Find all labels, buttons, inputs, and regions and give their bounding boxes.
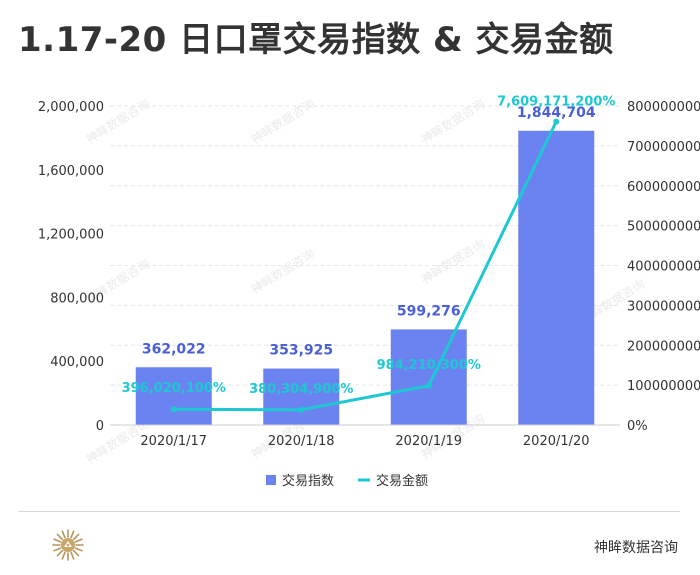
company-logo-icon — [52, 529, 84, 561]
line-data-label: 396,020,100% — [122, 381, 226, 396]
bar-data-label: 1,844,704 — [517, 105, 596, 121]
line-data-label: 984,210,300% — [377, 358, 481, 373]
x-tick-label: 2020/1/18 — [268, 434, 335, 449]
y-left-tick-label: 2,000,000 — [38, 100, 104, 115]
y-left-tick-label: 400,000 — [50, 355, 104, 370]
y-right-tick-label: 4000000000 — [627, 260, 700, 275]
y-right-tick-label: 1000000000 — [627, 379, 700, 394]
x-tick-label: 2020/1/17 — [140, 434, 207, 449]
axes: 0 400,000 800,000 1,200,000 1,600,000 2,000,0… — [38, 100, 700, 449]
line-point — [425, 382, 432, 389]
y-right-tick-label: 6000000000 — [627, 180, 700, 195]
page-title: 1.17-20 日口罩交易指数 & 交易金额 — [18, 20, 614, 60]
bar — [390, 329, 467, 425]
y-right-tick-label: 5000000000 — [627, 220, 700, 235]
watermark-text: 神眸数据咨询 — [418, 236, 487, 287]
line-point — [553, 118, 560, 125]
line-data-label: 380,304,900% — [249, 382, 353, 397]
legend: 交易指数 交易金额 — [266, 473, 428, 489]
bar-data-label: 599,276 — [397, 303, 461, 319]
watermark-text: 神眸数据咨询 — [418, 96, 487, 147]
x-tick-label: 2020/1/20 — [523, 434, 590, 449]
line-series-path — [173, 120, 558, 412]
legend-line-label: 交易金额 — [376, 473, 428, 489]
line-data-label: 7,609,171,200% — [497, 95, 615, 110]
footer-divider — [18, 511, 680, 512]
y-right-tick-label: 3000000000 — [627, 299, 700, 314]
x-tick-label: 2020/1/19 — [395, 434, 462, 449]
bar — [518, 130, 595, 425]
bar-data-label: 362,022 — [142, 341, 206, 357]
bar-series — [135, 130, 595, 425]
y-left-tick-label: 0 — [96, 419, 104, 434]
watermark-text: 神眸数据咨询 — [248, 246, 317, 297]
legend-bar-swatch — [266, 475, 276, 485]
legend-bar-label: 交易指数 — [282, 473, 334, 489]
bar-data-label: 353,925 — [269, 343, 333, 359]
y-right-tick-label: 7000000000 — [627, 140, 700, 155]
y-left-tick-label: 800,000 — [50, 291, 104, 306]
y-right-tick-label: 2000000000 — [627, 339, 700, 354]
bar — [263, 368, 340, 425]
source-label: 神眸数据咨询 — [594, 540, 678, 556]
line-point — [298, 406, 305, 413]
y-left-tick-label: 1,200,000 — [38, 228, 104, 243]
watermark-text: 神眸数据咨询 — [248, 96, 317, 147]
line-series — [170, 118, 560, 413]
y-right-tick-label: 0% — [627, 419, 648, 434]
line-point — [170, 406, 177, 413]
y-right-tick-label: 8000000000 — [627, 100, 700, 115]
bar — [135, 367, 212, 425]
data-labels: 362,022 353,925 599,276 1,844,704 396,020,10… — [122, 95, 616, 397]
y-left-tick-label: 1,600,000 — [38, 164, 104, 179]
